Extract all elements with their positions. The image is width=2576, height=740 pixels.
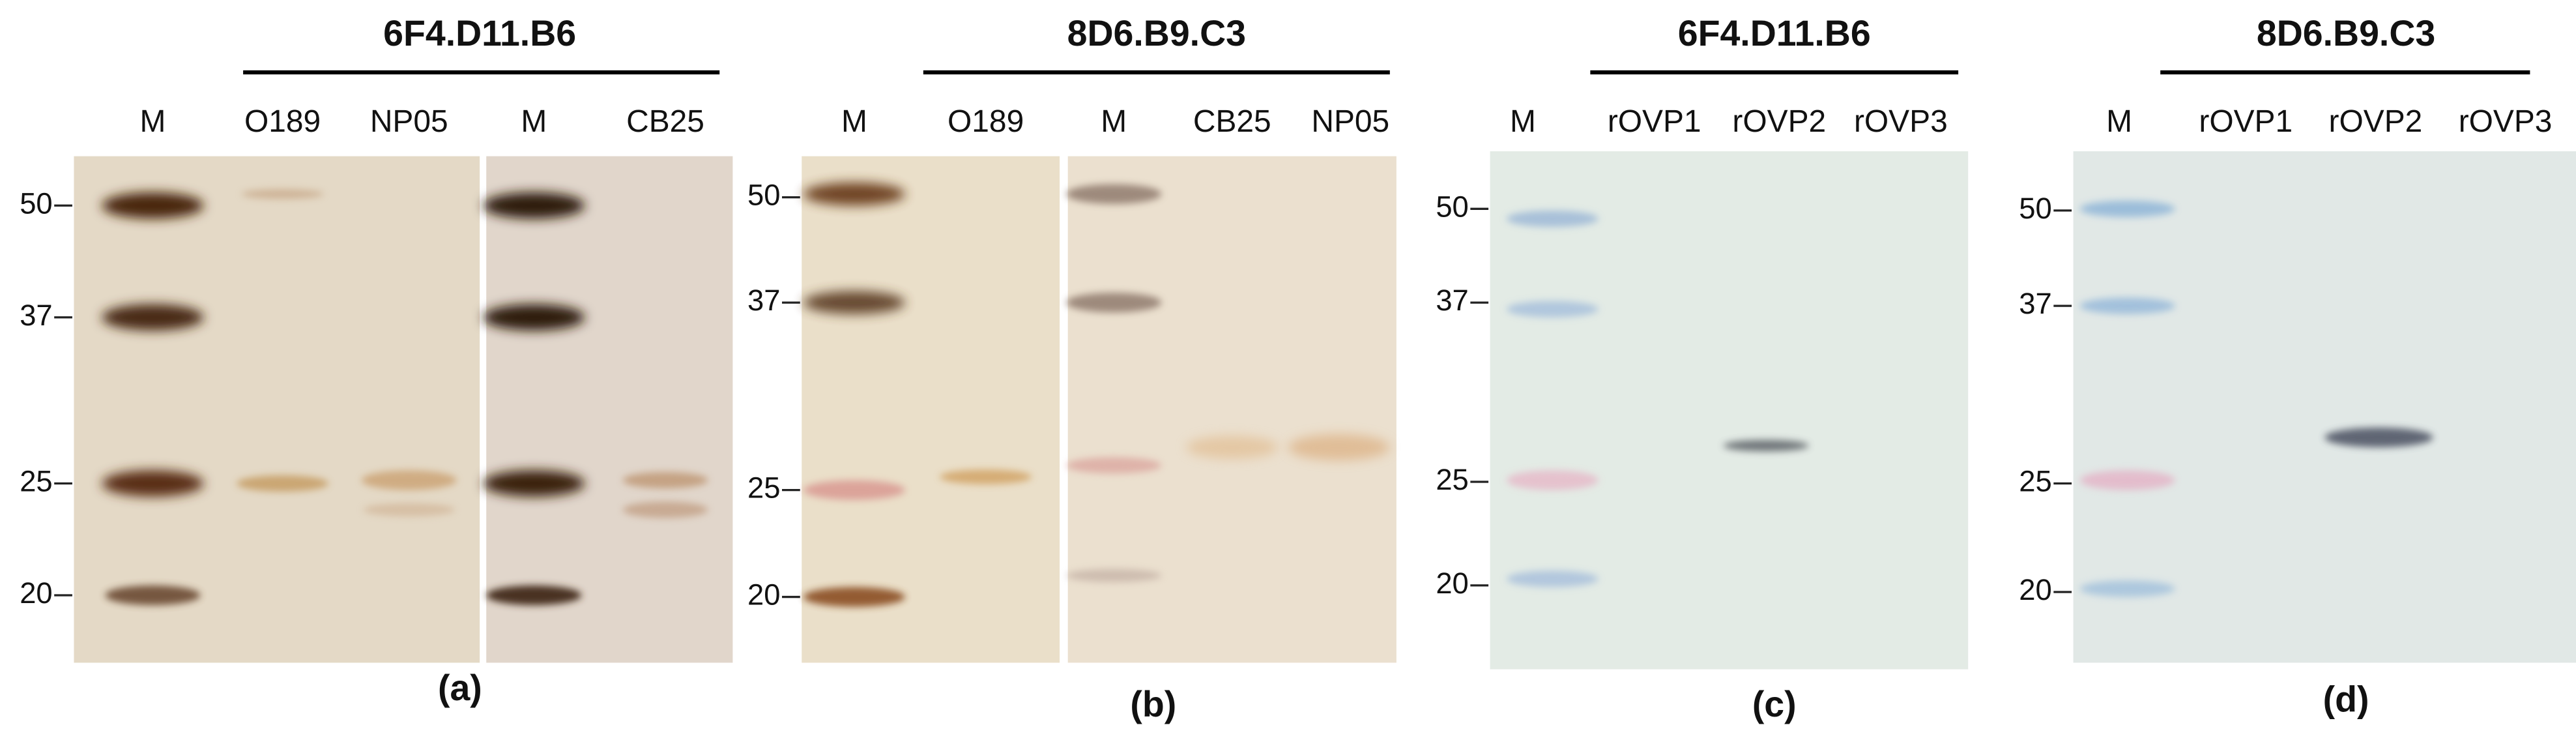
- lane-label: M: [841, 104, 867, 139]
- marker-label: 20: [2019, 573, 2051, 606]
- lane-label: rOVP2: [2329, 104, 2423, 139]
- band: [361, 470, 457, 490]
- band: [102, 304, 204, 331]
- lane-label: rOVP2: [1732, 104, 1826, 139]
- band: [803, 587, 906, 607]
- lane-label: M: [521, 104, 547, 139]
- band: [1066, 292, 1162, 313]
- band: [1288, 434, 1390, 461]
- marker-label: 37: [2019, 287, 2051, 320]
- panel-label: (c): [1752, 684, 1797, 724]
- gel-image: [802, 156, 1060, 663]
- band: [237, 475, 329, 492]
- marker-label: 50: [1436, 190, 1468, 223]
- marker-label: 25: [747, 471, 780, 505]
- band: [1186, 436, 1279, 459]
- band: [622, 501, 708, 518]
- band: [622, 471, 708, 489]
- band: [1506, 210, 1599, 228]
- band: [2324, 427, 2433, 448]
- band: [1066, 569, 1162, 582]
- band: [102, 192, 204, 219]
- marker-label: 37: [747, 284, 780, 317]
- band: [241, 189, 324, 200]
- antibody-title: 8D6.B9.C3: [2257, 13, 2435, 53]
- panel-label: (a): [438, 668, 482, 708]
- marker-label: 25: [1436, 463, 1468, 496]
- gel-image: [74, 156, 480, 663]
- panel-label: (d): [2323, 679, 2369, 720]
- marker-label: 50: [747, 179, 780, 212]
- band: [1723, 439, 1809, 452]
- band: [1066, 184, 1162, 204]
- band: [1506, 570, 1599, 587]
- band: [803, 182, 906, 206]
- band: [486, 585, 582, 606]
- band: [483, 470, 585, 497]
- marker-label: 50: [2019, 192, 2051, 225]
- antibody-title: 6F4.D11.B6: [383, 13, 576, 53]
- lane-label: rOVP1: [1608, 104, 1701, 139]
- gel-image: [1067, 156, 1397, 663]
- band: [483, 304, 585, 331]
- lane-label: NP05: [370, 104, 448, 139]
- band: [2079, 470, 2175, 490]
- band: [803, 480, 906, 500]
- antibody-title: 8D6.B9.C3: [1067, 13, 1246, 53]
- band: [105, 585, 201, 606]
- gel-image: [2073, 151, 2576, 663]
- marker-label: 20: [1436, 567, 1468, 600]
- lane-label: CB25: [1193, 104, 1271, 139]
- band: [363, 503, 456, 516]
- panel-label: (b): [1130, 684, 1176, 724]
- lane-label: rOVP3: [2459, 104, 2553, 139]
- lane-label: NP05: [1311, 104, 1389, 139]
- lane-label: M: [140, 104, 166, 139]
- lane-label: rOVP1: [2199, 104, 2293, 139]
- band: [2079, 200, 2175, 217]
- band: [803, 291, 906, 314]
- marker-label: 37: [1436, 284, 1468, 317]
- marker-label: 25: [20, 465, 52, 498]
- band: [940, 469, 1032, 484]
- band: [1506, 470, 1599, 490]
- marker-label: 25: [2019, 465, 2051, 498]
- band: [2079, 297, 2175, 314]
- marker-label: 20: [747, 578, 780, 612]
- lane-label: O189: [948, 104, 1024, 139]
- band: [102, 470, 204, 497]
- marker-label: 20: [20, 576, 52, 610]
- lane-label: M: [2106, 104, 2132, 139]
- marker-label: 50: [20, 186, 52, 220]
- lane-label: M: [1510, 104, 1536, 139]
- marker-label: 37: [20, 299, 52, 332]
- gel-image: [486, 156, 733, 663]
- band: [2079, 580, 2175, 597]
- antibody-title: 6F4.D11.B6: [1678, 13, 1871, 53]
- lane-label: CB25: [626, 104, 704, 139]
- lane-label: O189: [244, 104, 321, 139]
- band: [1506, 301, 1599, 318]
- lane-label: rOVP3: [1854, 104, 1948, 139]
- lane-label: M: [1101, 104, 1127, 139]
- band: [483, 192, 585, 219]
- band: [1066, 457, 1162, 474]
- gel-image: [1490, 151, 1969, 670]
